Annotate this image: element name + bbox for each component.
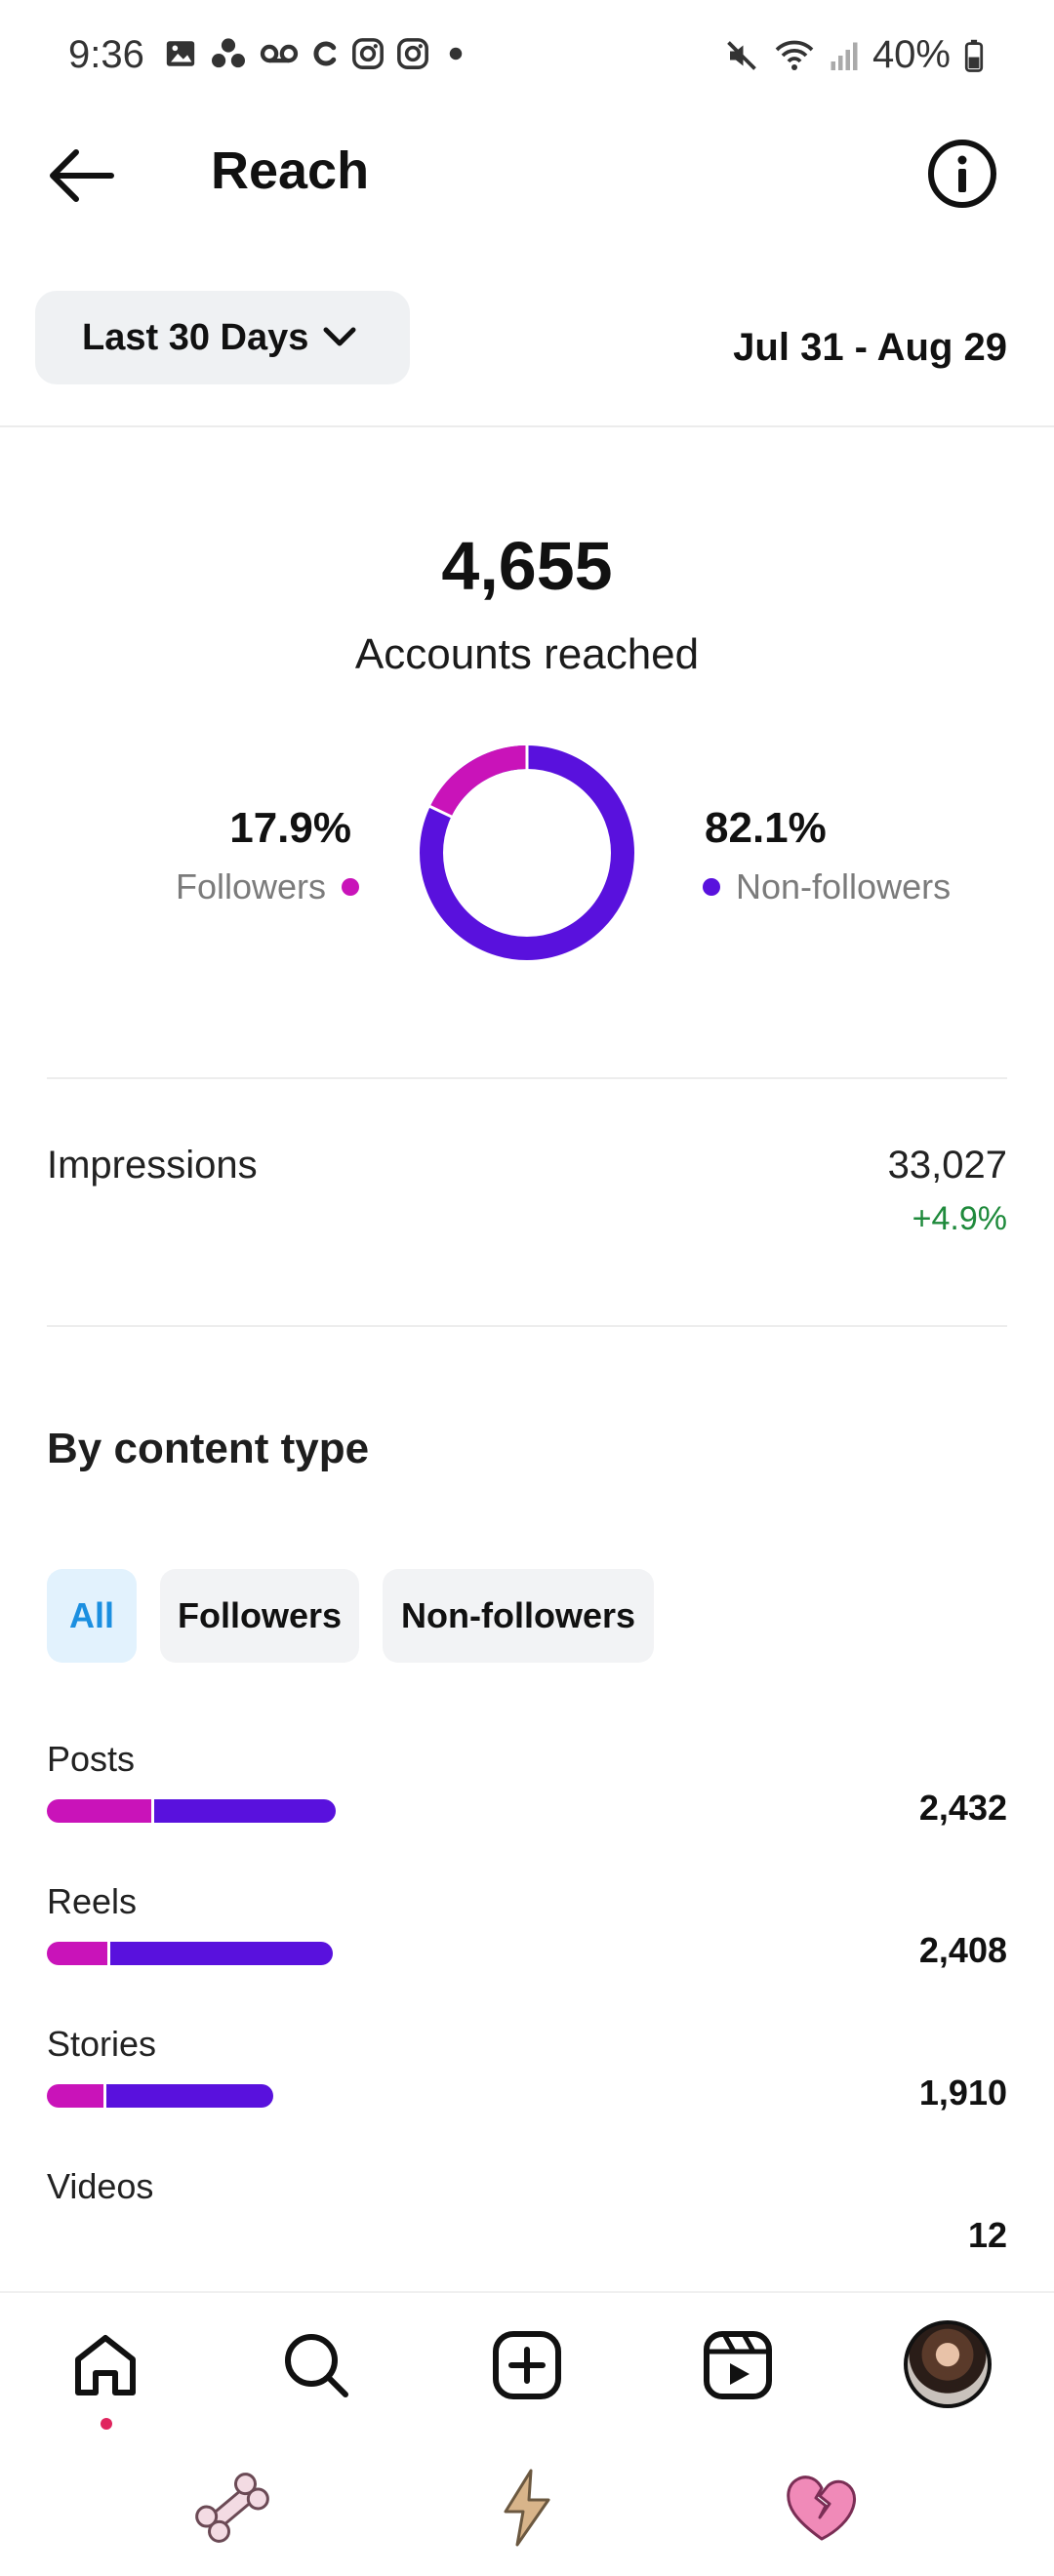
content-type-label-posts: Posts (47, 1739, 136, 1779)
followers-legend: Followers (176, 866, 359, 907)
system-status: 40% (724, 33, 984, 77)
bar-nonfollowers-segment (106, 2084, 273, 2108)
c-icon (313, 41, 337, 66)
system-home-button[interactable] (486, 2467, 568, 2549)
instagram-icon (352, 38, 384, 69)
system-navigation (0, 2437, 1054, 2576)
dots-icon (212, 38, 245, 68)
content-type-value-reels: 2,408 (918, 1930, 1007, 1970)
content-type-value-videos: 12 (967, 2215, 1007, 2255)
followers-percent: 17.9% (229, 804, 351, 852)
filter-non-followers[interactable]: Non-followers (383, 1569, 654, 1663)
content-type-value-stories: 1,910 (918, 2073, 1007, 2113)
bar-followers-segment (47, 1799, 151, 1823)
profile-avatar[interactable] (904, 2320, 992, 2408)
impressions-label: Impressions (47, 1144, 258, 1187)
bolt-icon (504, 2469, 550, 2547)
back-arrow-icon (50, 149, 114, 202)
divider (47, 1325, 1007, 1327)
donut-followers-segment (429, 745, 528, 818)
gallery-icon (166, 41, 195, 66)
bottom-navigation (0, 2291, 1054, 2437)
search-icon (285, 2334, 348, 2397)
system-recents-button[interactable] (191, 2467, 273, 2549)
accounts-reached-label: Accounts reached (354, 630, 700, 678)
reels-icon (704, 2331, 772, 2399)
nav-home-button[interactable] (64, 2324, 146, 2406)
content-type-bar-reels (47, 1942, 333, 1965)
dot-icon (449, 47, 463, 60)
content-type-bar-stories (47, 2084, 273, 2108)
date-range-selected: Last 30 Days (82, 316, 309, 358)
battery-icon (964, 39, 984, 72)
battery-percent: 40% (872, 33, 951, 76)
nav-search-button[interactable] (275, 2324, 357, 2406)
page-title: Reach (211, 141, 370, 200)
broken-heart-icon (787, 2475, 857, 2541)
header: Reach (0, 117, 1054, 234)
signal-icon (831, 42, 858, 70)
impressions-change: +4.9% (912, 1200, 1007, 1237)
reach-donut-chart (420, 745, 634, 960)
nav-create-button[interactable] (486, 2324, 568, 2406)
home-notification-dot (101, 2418, 112, 2430)
status-bar: 9:36 40% (0, 0, 1054, 117)
followers-legend-dot (342, 878, 359, 896)
divider (47, 1077, 1007, 1079)
home-icon (75, 2335, 136, 2395)
bar-followers-segment (47, 2084, 103, 2108)
divider (0, 425, 1054, 427)
date-range-text: Jul 31 - Aug 29 (733, 326, 1007, 369)
donut-separator (428, 804, 453, 819)
instagram-icon (397, 38, 428, 69)
date-range-dropdown[interactable]: Last 30 Days (35, 291, 410, 384)
impressions-value: 33,027 (887, 1144, 1007, 1187)
status-time: 9:36 (68, 33, 144, 76)
bone-icon (195, 2473, 269, 2543)
bar-followers-segment (47, 1942, 107, 1965)
create-icon (493, 2331, 561, 2399)
followers-legend-label: Followers (175, 866, 326, 906)
nonfollowers-legend-label: Non-followers (736, 866, 952, 906)
nonfollowers-legend-dot (703, 878, 720, 896)
notification-icons (164, 37, 470, 70)
bar-nonfollowers-segment (110, 1942, 333, 1965)
chevron-down-icon (323, 327, 356, 346)
mute-icon (727, 40, 756, 70)
content-type-value-posts: 2,432 (918, 1788, 1007, 1828)
system-back-button[interactable] (781, 2467, 863, 2549)
info-button[interactable] (925, 137, 999, 211)
content-type-title: By content type (47, 1425, 370, 1472)
nonfollowers-percent: 82.1% (705, 804, 827, 852)
back-button[interactable] (43, 144, 121, 207)
wifi-icon (775, 40, 814, 70)
nonfollowers-legend: Non-followers (703, 866, 951, 907)
voicemail-icon (260, 44, 299, 63)
filter-all[interactable]: All (47, 1569, 137, 1663)
content-type-label-reels: Reels (47, 1881, 138, 1921)
bar-nonfollowers-segment (154, 1799, 336, 1823)
accounts-reached-value: 4,655 (441, 528, 613, 604)
content-type-bar-posts (47, 1799, 336, 1823)
info-icon (928, 140, 996, 208)
content-type-label-videos: Videos (47, 2166, 154, 2206)
filter-followers[interactable]: Followers (160, 1569, 359, 1663)
nav-reels-button[interactable] (697, 2324, 779, 2406)
content-type-label-stories: Stories (47, 2024, 157, 2064)
